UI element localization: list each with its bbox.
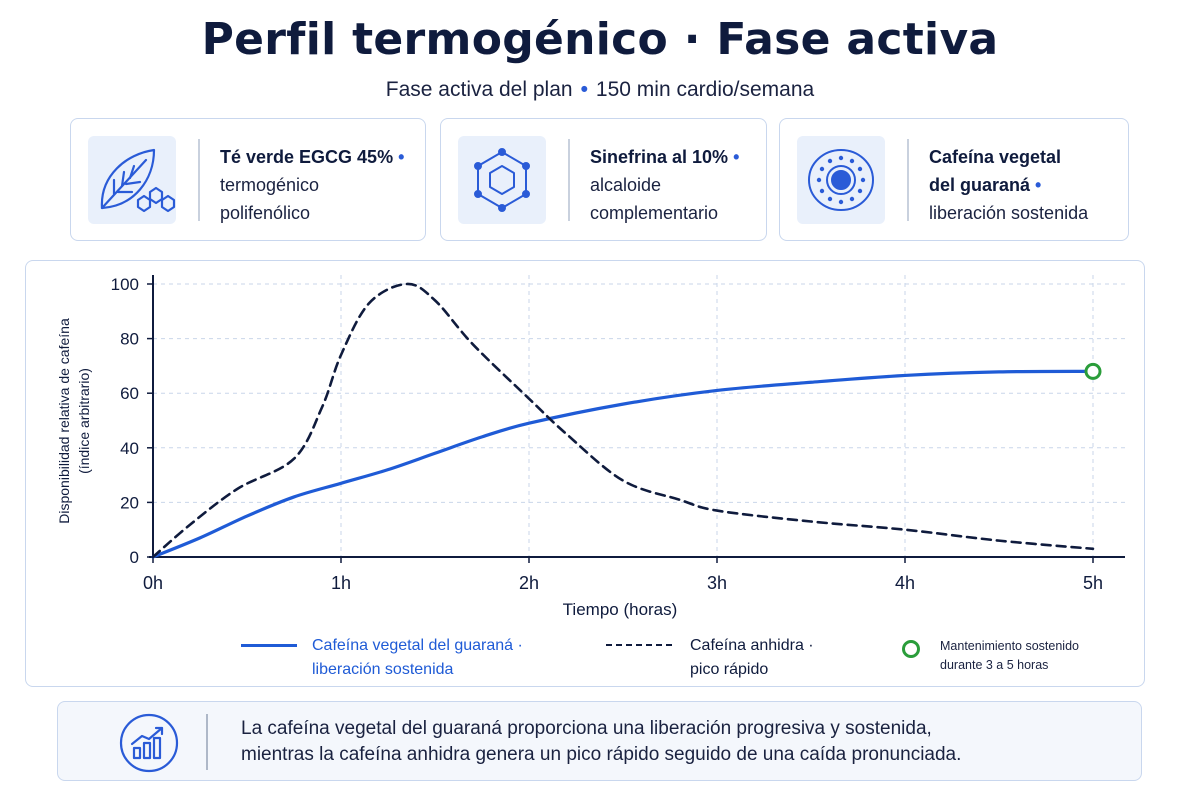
card-title: Té verde EGCG 45% xyxy=(220,147,394,167)
legend-swatch-marker xyxy=(902,640,920,658)
card-divider xyxy=(568,139,570,221)
legend-marker-line2: durante 3 a 5 horas xyxy=(940,658,1049,672)
card-title: Sinefrina al 10% xyxy=(590,147,729,167)
legend-marker-line1: Mantenimiento sostenido xyxy=(940,639,1079,653)
y-tick-label: 20 xyxy=(120,493,139,512)
card-line3: polifenólico xyxy=(220,203,311,223)
card-text: Sinefrina al 10% • alcaloide complementa… xyxy=(590,143,756,227)
y-tick-label: 0 xyxy=(130,548,139,567)
summary-line1: La cafeína vegetal del guaraná proporcio… xyxy=(241,718,932,739)
page-subtitle: Fase activa del plan • 150 min cardio/sema… xyxy=(0,78,1200,102)
y-tick-label: 40 xyxy=(120,439,139,458)
x-tick-label: 4h xyxy=(895,573,915,593)
page-title: Perfil termogénico · Fase activa xyxy=(201,14,999,65)
card-line2: termogénico xyxy=(220,175,320,195)
maintenance-marker xyxy=(1084,362,1102,380)
card-title: Cafeína vegetal xyxy=(929,147,1062,167)
legend-swatch-rapid xyxy=(606,644,672,646)
hexagon-molecule-icon xyxy=(458,136,546,224)
ingredient-card-guarana: Cafeína vegetal del guaraná • liberación… xyxy=(779,118,1129,241)
summary-text: La cafeína vegetal del guaraná proporcio… xyxy=(241,716,961,768)
x-tick-label: 0h xyxy=(143,573,163,593)
x-tick-label: 5h xyxy=(1083,573,1103,593)
card-bullet: • xyxy=(1035,175,1042,195)
subtitle-separator: • xyxy=(580,78,588,101)
legend-label-sustained: Cafeína vegetal del guaraná · liberación… xyxy=(312,634,523,682)
subtitle-cardio: 150 min cardio/semana xyxy=(595,78,815,101)
card-text: Cafeína vegetal del guaraná • liberación… xyxy=(929,143,1118,227)
growth-chart-icon xyxy=(118,712,180,774)
legend-sustained-line2: liberación sostenida xyxy=(312,661,454,678)
leaf-molecule-icon xyxy=(88,136,176,224)
card-line3: complementario xyxy=(590,203,719,223)
summary-box: La cafeína vegetal del guaraná proporcio… xyxy=(57,701,1142,781)
ingredient-card-green-tea: Té verde EGCG 45% • termogénico polifenó… xyxy=(70,118,426,241)
card-bullet: • xyxy=(733,147,740,167)
x-axis-label: Tiempo (horas) xyxy=(563,600,678,619)
card-title-2: del guaraná xyxy=(929,175,1031,195)
y-axis-label-unit: (índice arbitrario) xyxy=(76,368,92,474)
guarana-seed-icon xyxy=(797,136,885,224)
subtitle-plan: Fase activa del plan xyxy=(385,78,573,101)
card-text: Té verde EGCG 45% • termogénico polifenó… xyxy=(220,143,415,227)
series-line-sustained xyxy=(151,369,1095,559)
legend-sustained-line1: Cafeína vegetal del guaraná · xyxy=(312,637,523,654)
x-tick-label: 2h xyxy=(519,573,539,593)
ingredient-card-synephrine: Sinefrina al 10% • alcaloide complementa… xyxy=(440,118,767,241)
summary-divider xyxy=(206,714,208,770)
x-tick-label: 3h xyxy=(707,573,727,593)
card-bullet: • xyxy=(398,147,405,167)
card-line3: liberación sostenida xyxy=(929,203,1089,223)
y-tick-label: 60 xyxy=(120,384,139,403)
legend-rapid-line2: pico rápido xyxy=(690,661,769,678)
legend-label-marker: Mantenimiento sostenido durante 3 a 5 ho… xyxy=(940,637,1079,675)
legend-label-rapid: Cafeína anhidra · pico rápido xyxy=(690,634,814,682)
x-tick-label: 1h xyxy=(331,573,351,593)
legend-rapid-line1: Cafeína anhidra · xyxy=(690,637,814,654)
card-divider xyxy=(907,139,909,221)
y-tick-label: 80 xyxy=(120,330,139,349)
y-axis-label: Disponibilidad relativa de cafeína xyxy=(56,318,72,524)
y-tick-label: 100 xyxy=(111,275,139,294)
card-line2: alcaloide xyxy=(590,175,662,195)
card-divider xyxy=(198,139,200,221)
legend-swatch-sustained xyxy=(241,644,297,647)
chart-panel xyxy=(25,260,1145,687)
series-line-rapid xyxy=(151,282,1095,559)
summary-line2: mientras la cafeína anhidra genera un pi… xyxy=(241,744,962,765)
